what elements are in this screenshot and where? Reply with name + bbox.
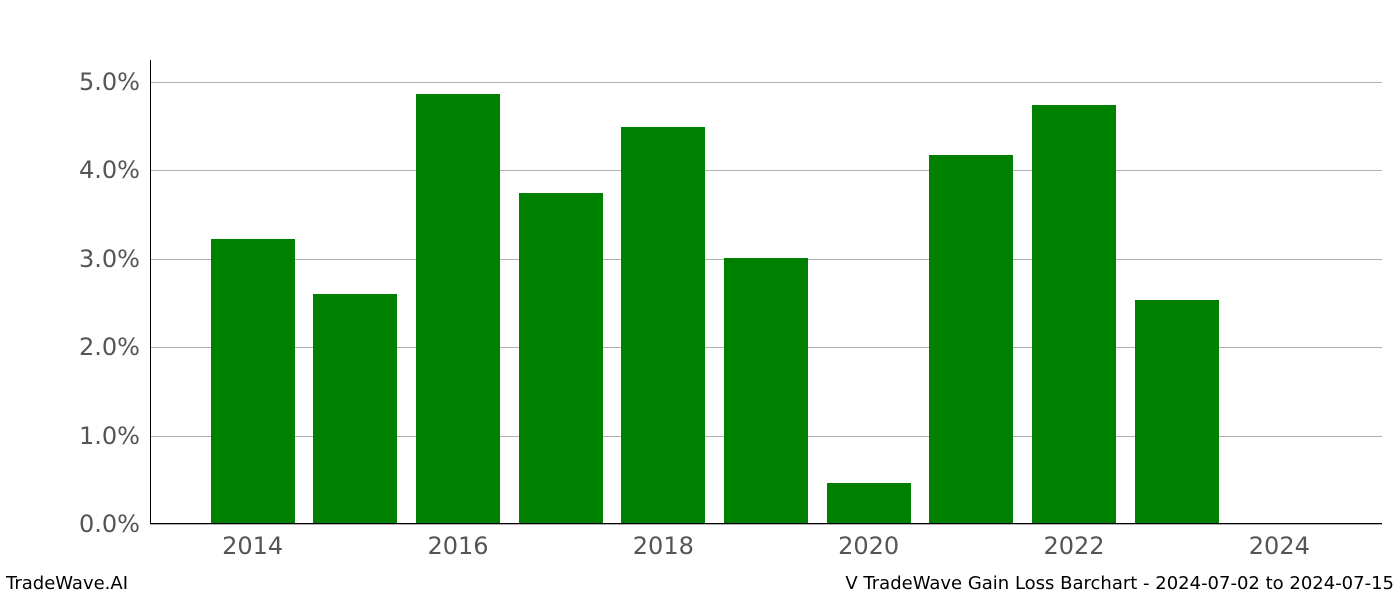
x-tick-label: 2022 bbox=[1043, 524, 1104, 560]
footer-right-text: V TradeWave Gain Loss Barchart - 2024-07… bbox=[845, 573, 1394, 594]
x-tick-label: 2018 bbox=[633, 524, 694, 560]
bar-2017 bbox=[519, 193, 603, 524]
x-tick-label: 2014 bbox=[222, 524, 283, 560]
y-tick-label: 5.0% bbox=[79, 68, 150, 96]
y-tick-label: 3.0% bbox=[79, 245, 150, 273]
y-tick-label: 4.0% bbox=[79, 156, 150, 184]
y-gridline bbox=[150, 524, 1382, 525]
x-axis-spine bbox=[150, 523, 1382, 524]
bar-2020 bbox=[827, 483, 911, 524]
x-tick-label: 2024 bbox=[1249, 524, 1310, 560]
y-tick-label: 1.0% bbox=[79, 422, 150, 450]
x-tick-label: 2016 bbox=[427, 524, 488, 560]
footer-left-text: TradeWave.AI bbox=[6, 573, 128, 594]
bar-2022 bbox=[1032, 105, 1116, 524]
bar-2018 bbox=[621, 127, 705, 524]
bar-2014 bbox=[211, 239, 295, 524]
bar-2021 bbox=[929, 155, 1013, 524]
chart-container: 0.0% 1.0% 2.0% 3.0% 4.0% 5.0% 2014 2016 2018 2020… bbox=[0, 0, 1400, 600]
bar-2016 bbox=[416, 94, 500, 524]
plot-area: 0.0%1.0%2.0%3.0%4.0%5.0%2014201620182020… bbox=[150, 60, 1382, 524]
y-gridline bbox=[150, 170, 1382, 171]
y-tick-label: 0.0% bbox=[79, 510, 150, 538]
y-gridline bbox=[150, 82, 1382, 83]
y-axis-spine bbox=[150, 60, 151, 524]
y-tick-label: 2.0% bbox=[79, 333, 150, 361]
x-tick-label: 2020 bbox=[838, 524, 899, 560]
bar-2015 bbox=[313, 294, 397, 524]
bar-2019 bbox=[724, 258, 808, 524]
bar-2023 bbox=[1135, 300, 1219, 524]
